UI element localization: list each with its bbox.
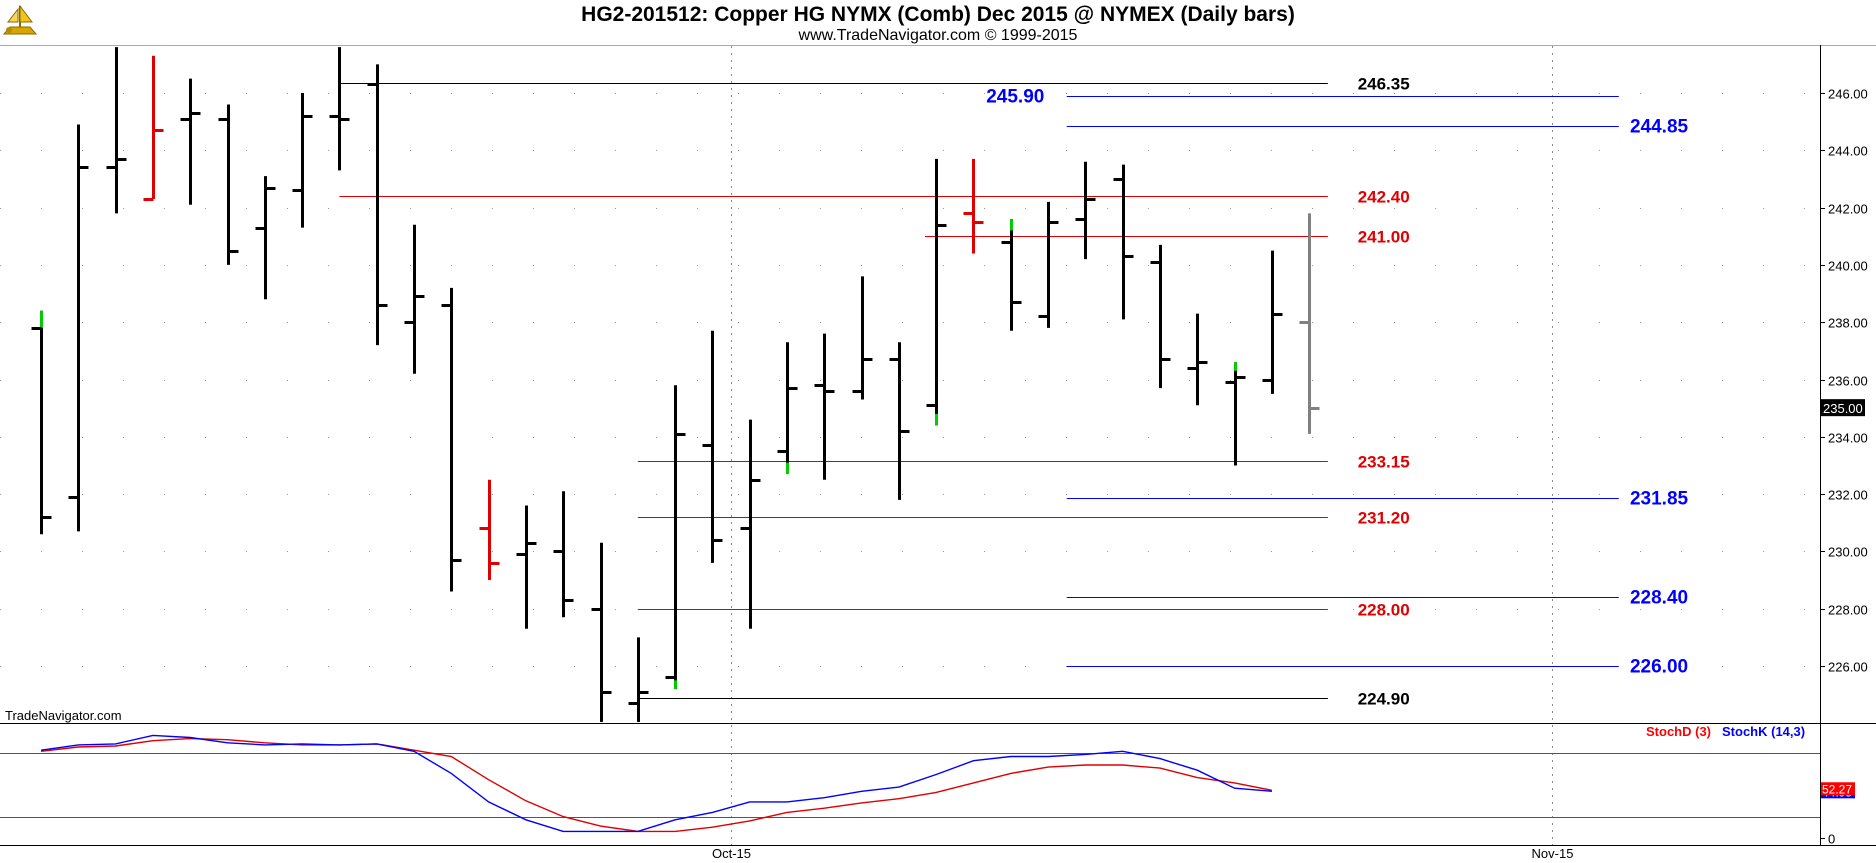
ohlc-bar (926, 158, 947, 426)
time-axis: Oct-15 Nov-15 (712, 846, 1573, 861)
legend-stochd: StochD (3) (1646, 724, 1711, 739)
ohlc-bar (814, 333, 835, 480)
ohlc-bar (665, 385, 686, 689)
ohlc-bar (553, 491, 574, 618)
ohlc-bar (441, 287, 462, 592)
ohlc-bar (143, 55, 164, 201)
ohlc-bar (889, 342, 910, 500)
y-tick-label: 240.00 (1828, 259, 1868, 274)
ohlc-bar (218, 104, 239, 265)
ohlc-bar (1001, 219, 1022, 331)
stochd-last-label: 52.27 (1822, 782, 1852, 796)
ohlc-bar (106, 47, 127, 214)
price-level-label: 226.00 (1630, 657, 1688, 678)
ohlc-bar (1038, 201, 1059, 328)
y-tick-label: 234.00 (1828, 431, 1868, 446)
y-tick-label: 244.00 (1828, 144, 1868, 159)
ohlc-bar (777, 342, 798, 475)
ohlc-bar (404, 224, 425, 374)
y-tick-label: 236.00 (1828, 374, 1868, 389)
x-tick-label: Oct-15 (712, 846, 751, 861)
ohlc-bar (1075, 161, 1096, 260)
price-level-label: 245.90 (986, 87, 1044, 108)
ohlc-bar (329, 47, 350, 171)
watermark-text: TradeNavigator.com (5, 708, 122, 723)
price-axis: 226.00 228.00 230.00 232.00 234.00 236.00 238.… (1820, 87, 1868, 675)
last-price-label: 235.00 (1823, 401, 1863, 416)
price-level-label: 244.85 (1630, 117, 1689, 138)
chart-title: HG2-201512: Copper HG NYMX (Comb) Dec 20… (581, 3, 1295, 26)
y-tick-label: 242.00 (1828, 202, 1868, 217)
price-level-label: 231.20 (1358, 509, 1410, 528)
ohlc-bar (740, 419, 761, 629)
ohlc-bar (852, 276, 873, 400)
price-levels: 246.35 245.90 244.85 242.40 241.00 233.15 231.… (339, 75, 1689, 709)
ohlc-bar (255, 176, 276, 300)
last-price-box (1821, 399, 1865, 417)
ohlc-bar (963, 158, 984, 254)
ohlc-bar (1262, 250, 1283, 394)
stochd-last-box (1821, 782, 1855, 796)
ohlc-bar (516, 505, 537, 629)
trade-navigator-logo-icon (2, 4, 38, 35)
price-level-label: 246.35 (1358, 75, 1410, 94)
ohlc-bar (1150, 244, 1171, 389)
chart-subtitle: www.TradeNavigator.com © 1999-2015 (798, 27, 1078, 44)
stochk-line (40, 734, 1272, 833)
price-level-label: 228.00 (1358, 601, 1410, 620)
ohlc-bar (68, 124, 89, 532)
x-tick-label: Nov-15 (1532, 846, 1574, 861)
price-level-label: 233.15 (1358, 453, 1410, 472)
ohlc-bar (31, 310, 52, 535)
stoch-tick-label: 0 (1828, 832, 1835, 847)
ohlc-bar (180, 78, 201, 205)
ohlc-bar (702, 330, 723, 563)
y-tick-label: 238.00 (1828, 316, 1868, 331)
ohlc-bar (1299, 213, 1320, 434)
price-level-label: 224.90 (1358, 690, 1410, 709)
legend-stochk: StochK (14,3) (1722, 724, 1805, 739)
y-tick-label: 232.00 (1828, 488, 1868, 503)
y-tick-label: 228.00 (1828, 603, 1868, 618)
ohlc-bar (1113, 164, 1134, 320)
ohlc-bars (31, 47, 1320, 722)
ohlc-bar (292, 93, 313, 228)
chart-gridlines (0, 46, 1820, 845)
ohlc-bar (479, 479, 500, 581)
price-level-label: 241.00 (1358, 228, 1410, 247)
y-tick-label: 226.00 (1828, 660, 1868, 675)
ohlc-bar (367, 64, 388, 346)
price-level-label: 228.40 (1630, 588, 1688, 609)
ohlc-bar (591, 542, 612, 722)
price-level-label: 242.40 (1358, 188, 1410, 207)
price-level-label: 231.85 (1630, 489, 1689, 510)
ohlc-bar (1187, 313, 1208, 406)
ohlc-bar (628, 637, 649, 722)
stochd-line (40, 737, 1273, 833)
ohlc-bar (1225, 362, 1246, 466)
y-tick-label: 230.00 (1828, 545, 1868, 560)
y-tick-label: 246.00 (1828, 87, 1868, 102)
